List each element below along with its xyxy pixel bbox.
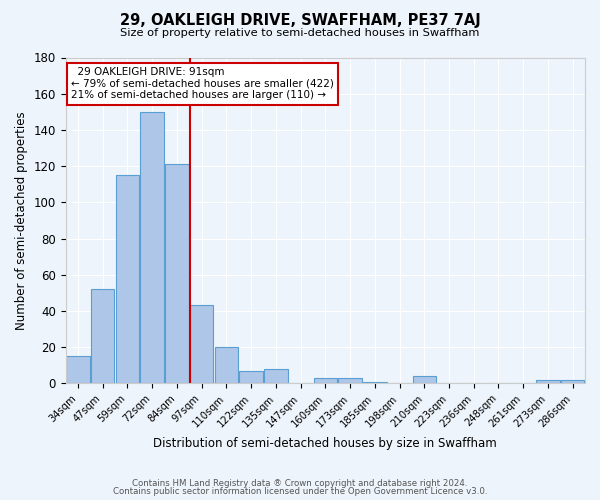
- Bar: [239, 370, 263, 384]
- Bar: [140, 112, 164, 384]
- Text: 29, OAKLEIGH DRIVE, SWAFFHAM, PE37 7AJ: 29, OAKLEIGH DRIVE, SWAFFHAM, PE37 7AJ: [119, 12, 481, 28]
- Bar: [536, 380, 560, 384]
- Bar: [116, 175, 139, 384]
- Bar: [66, 356, 90, 384]
- Text: Contains HM Land Registry data ® Crown copyright and database right 2024.: Contains HM Land Registry data ® Crown c…: [132, 478, 468, 488]
- Bar: [264, 369, 287, 384]
- X-axis label: Distribution of semi-detached houses by size in Swaffham: Distribution of semi-detached houses by …: [154, 437, 497, 450]
- Bar: [413, 376, 436, 384]
- Text: Contains public sector information licensed under the Open Government Licence v3: Contains public sector information licen…: [113, 487, 487, 496]
- Bar: [190, 306, 214, 384]
- Bar: [314, 378, 337, 384]
- Bar: [91, 289, 115, 384]
- Bar: [215, 347, 238, 384]
- Text: Size of property relative to semi-detached houses in Swaffham: Size of property relative to semi-detach…: [121, 28, 479, 38]
- Bar: [363, 382, 386, 384]
- Y-axis label: Number of semi-detached properties: Number of semi-detached properties: [15, 111, 28, 330]
- Text: 29 OAKLEIGH DRIVE: 91sqm  
← 79% of semi-detached houses are smaller (422)
21% o: 29 OAKLEIGH DRIVE: 91sqm ← 79% of semi-d…: [71, 68, 334, 100]
- Bar: [338, 378, 362, 384]
- Bar: [561, 380, 584, 384]
- Bar: [165, 164, 188, 384]
